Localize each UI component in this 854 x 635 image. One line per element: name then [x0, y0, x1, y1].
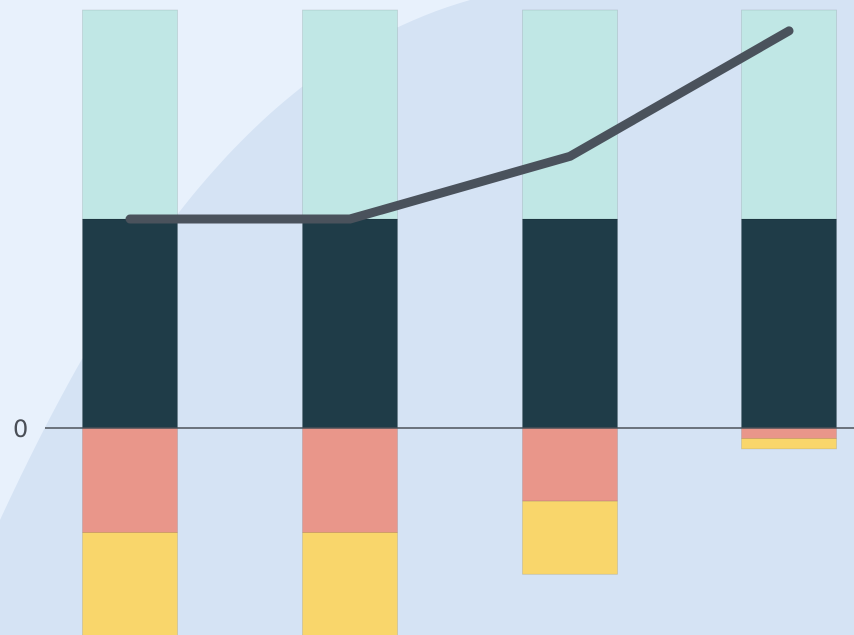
bar-segment-2-3 [302, 218, 398, 429]
bar-segment-4-2 [741, 438, 837, 450]
bar-segment-3-3 [522, 218, 618, 429]
bar-segment-3-2 [522, 500, 618, 575]
bar-segment-4-3 [741, 218, 837, 429]
bar-segment-2-4 [302, 9, 398, 220]
bar-segment-4-1 [741, 427, 837, 439]
bar-segment-2-1 [302, 427, 398, 533]
bar-segment-1-4 [82, 9, 178, 220]
bars-layer [82, 9, 837, 635]
bar-segment-1-2 [82, 532, 178, 635]
bar-segment-1-3 [82, 218, 178, 429]
zero-tick-label: 0 [13, 415, 28, 443]
bar-segment-4-4 [741, 9, 837, 220]
bar-segment-3-4 [522, 9, 618, 220]
line-series [125, 26, 794, 224]
bar-segment-2-2 [302, 532, 398, 635]
bar-segment-1-1 [82, 427, 178, 533]
bar-segment-3-1 [522, 427, 618, 502]
